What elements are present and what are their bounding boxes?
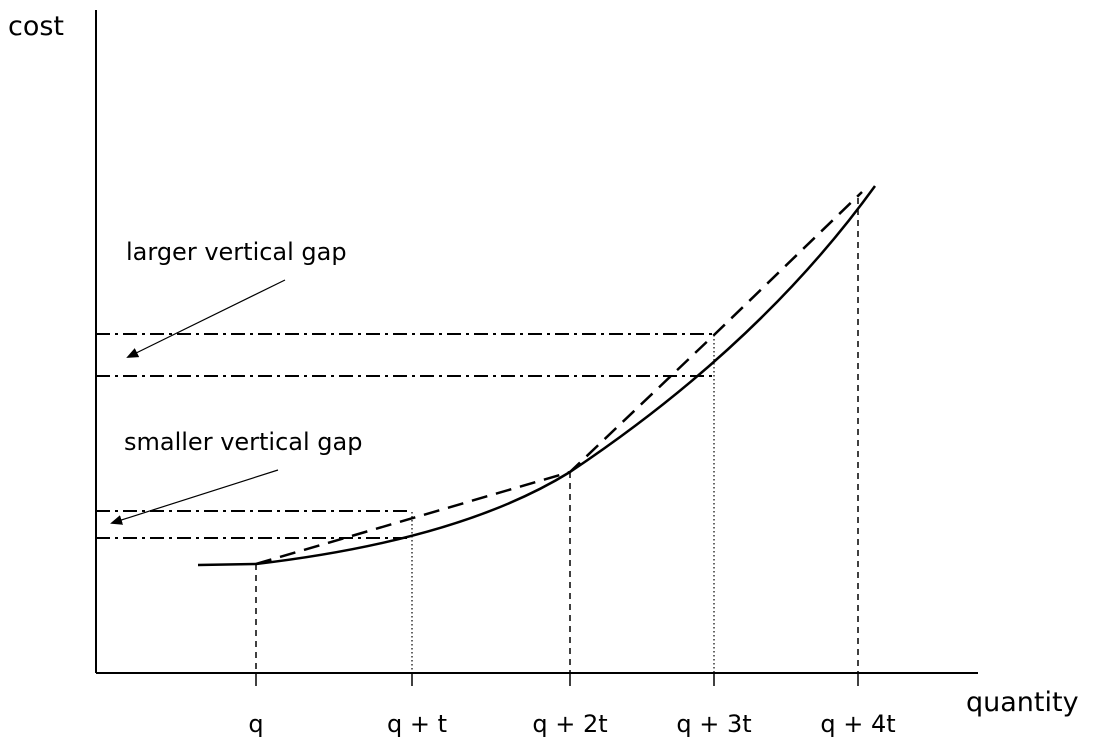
tick-label-q-plus-4t: q + 4t [820,710,895,738]
tick-label-q-plus-2t: q + 2t [532,710,607,738]
tick-label-q-plus-t: q + t [387,710,447,738]
larger-gap-label: larger vertical gap [126,238,347,266]
tick-label-q-plus-3t: q + 3t [676,710,751,738]
secant-lines [255,191,863,566]
tick-marks [255,673,859,686]
gap-lines [96,333,712,539]
x-axis-title: quantity [966,687,1079,718]
tick-label-q: q [248,710,263,738]
larger-gap-arrow [126,279,286,358]
smaller-gap-arrow [110,469,279,525]
y-axis-title: cost [8,11,64,42]
smaller-gap-label: smaller vertical gap [124,428,362,456]
